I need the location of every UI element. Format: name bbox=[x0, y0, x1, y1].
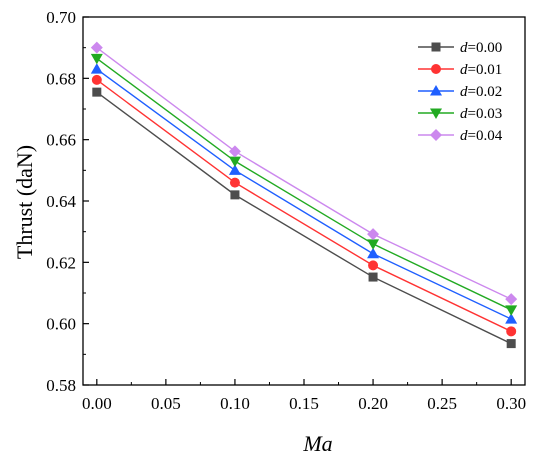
y-tick-label: 0.60 bbox=[46, 315, 76, 334]
x-tick-label: 0.15 bbox=[289, 394, 319, 413]
data-point bbox=[91, 74, 102, 85]
legend-label: d=0.04 bbox=[460, 128, 503, 144]
legend-item: d=0.02 bbox=[418, 84, 502, 100]
y-tick-label: 0.68 bbox=[46, 69, 76, 88]
legend-label: d=0.02 bbox=[460, 84, 502, 100]
x-tick-label: 0.05 bbox=[151, 394, 181, 413]
legend-marker bbox=[431, 64, 441, 74]
data-point bbox=[505, 313, 518, 324]
data-point bbox=[92, 87, 102, 97]
data-point bbox=[90, 63, 103, 74]
legend-marker bbox=[430, 108, 442, 119]
legend-marker bbox=[430, 85, 442, 96]
y-axis-ticks: 0.58 0.60 0.62 0.64 0.66 0.68 0.70 bbox=[46, 8, 89, 395]
legend-label: d=0.01 bbox=[460, 62, 502, 78]
data-point bbox=[228, 164, 241, 175]
legend: d=0.00 d=0.01 d=0.02 d=0.03 d=0.04 bbox=[418, 40, 503, 144]
legend-item: d=0.04 bbox=[418, 128, 503, 144]
series-1 bbox=[91, 74, 517, 337]
data-point bbox=[228, 156, 241, 168]
series-line bbox=[96, 91, 512, 345]
y-tick-label: 0.70 bbox=[46, 8, 76, 27]
x-tick-label: 0.25 bbox=[427, 394, 457, 413]
series-line bbox=[96, 47, 512, 300]
x-tick-label: 0.20 bbox=[358, 394, 388, 413]
y-tick-label: 0.58 bbox=[46, 376, 76, 395]
plot-frame bbox=[82, 16, 526, 386]
data-point bbox=[367, 239, 380, 250]
data-point bbox=[229, 177, 240, 188]
series-2 bbox=[90, 63, 518, 324]
data-point bbox=[505, 305, 518, 316]
y-tick-label: 0.62 bbox=[46, 253, 76, 272]
data-point bbox=[368, 272, 378, 282]
data-point bbox=[505, 293, 518, 306]
series-layer bbox=[90, 41, 518, 349]
legend-item: d=0.03 bbox=[418, 106, 502, 122]
data-point bbox=[90, 53, 103, 65]
x-axis-ticks: 0.00 0.05 0.10 0.15 0.20 0.25 0.30 bbox=[82, 379, 526, 413]
y-tick-label: 0.64 bbox=[46, 192, 76, 211]
x-axis-label: Ma bbox=[302, 431, 332, 456]
series-line bbox=[96, 57, 512, 311]
x-tick-label: 0.30 bbox=[496, 394, 526, 413]
plot-border bbox=[82, 16, 526, 386]
y-tick-label: 0.66 bbox=[46, 131, 76, 150]
series-0 bbox=[92, 87, 516, 349]
legend-label: d=0.00 bbox=[460, 40, 502, 56]
series-4 bbox=[90, 41, 518, 306]
data-point bbox=[506, 326, 517, 337]
legend-label: d=0.03 bbox=[460, 106, 502, 122]
legend-item: d=0.01 bbox=[418, 62, 502, 78]
data-point bbox=[506, 339, 516, 349]
y-axis-label: Thrust (daN) bbox=[12, 145, 37, 259]
data-point bbox=[367, 228, 380, 241]
legend-marker bbox=[430, 129, 442, 141]
x-tick-label: 0.10 bbox=[220, 394, 250, 413]
data-point bbox=[368, 260, 379, 271]
x-tick-label: 0.00 bbox=[82, 394, 112, 413]
data-point bbox=[228, 145, 241, 158]
data-point bbox=[367, 247, 380, 259]
legend-item: d=0.00 bbox=[418, 40, 502, 56]
data-point bbox=[90, 41, 103, 54]
series-3 bbox=[90, 53, 518, 316]
series-line bbox=[96, 68, 512, 320]
legend-marker bbox=[431, 42, 441, 52]
data-point bbox=[230, 190, 240, 200]
series-line bbox=[96, 79, 512, 332]
